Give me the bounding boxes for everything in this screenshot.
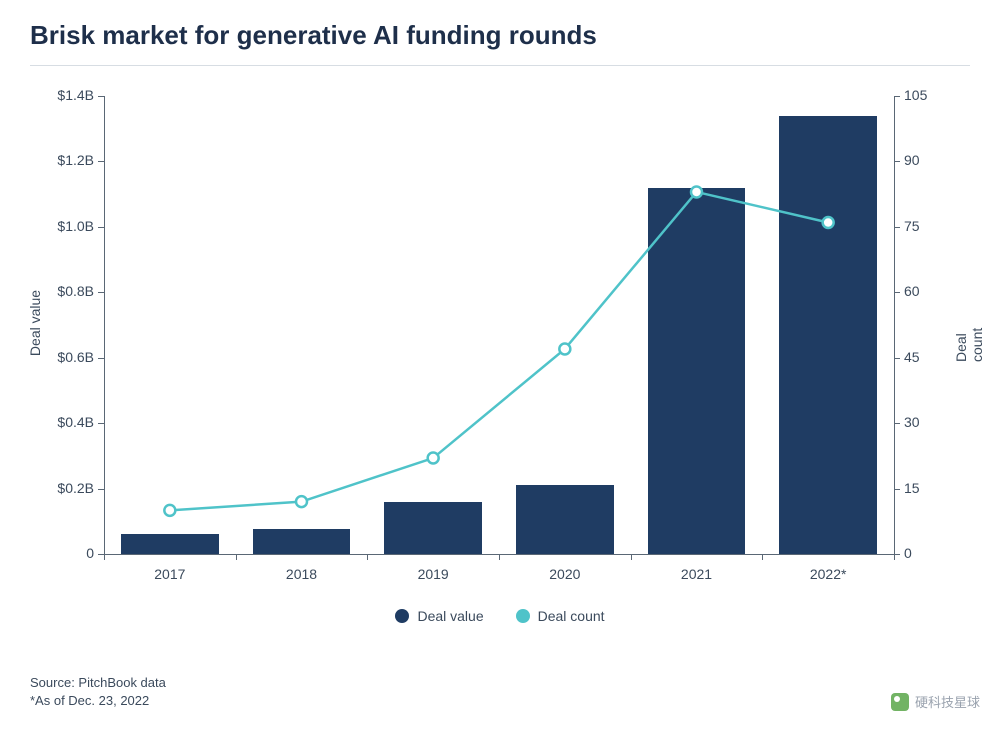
source-line: Source: PitchBook data — [30, 674, 166, 692]
axis-line — [631, 554, 632, 560]
y-tick-label: $0.6B — [57, 349, 94, 365]
y-tick-label: $1.2B — [57, 152, 94, 168]
source-line: *As of Dec. 23, 2022 — [30, 692, 166, 710]
x-tick-label: 2021 — [657, 566, 737, 582]
line-marker — [164, 505, 175, 516]
x-tick-label: 2019 — [393, 566, 473, 582]
axis-line — [762, 554, 763, 560]
axis-line — [236, 554, 237, 560]
axis-line — [104, 554, 105, 560]
legend-swatch — [395, 609, 409, 623]
legend-item: Deal count — [516, 608, 605, 624]
y2-axis-label: Deal count — [953, 300, 985, 362]
line-marker — [691, 186, 702, 197]
axis-line — [499, 554, 500, 560]
y-tick-label: $0.2B — [57, 480, 94, 496]
axis-line — [98, 292, 104, 293]
axis-line — [98, 489, 104, 490]
legend: Deal value Deal count — [0, 608, 1000, 626]
line-path — [170, 192, 828, 510]
axis-line — [367, 554, 368, 560]
legend-label: Deal count — [538, 608, 605, 624]
axis-line — [104, 96, 105, 554]
y-tick-label: $0.4B — [57, 414, 94, 430]
axis-line — [98, 96, 104, 97]
y2-tick-label: 0 — [904, 545, 912, 561]
line-marker — [559, 343, 570, 354]
axis-line — [894, 161, 900, 162]
y2-tick-label: 15 — [904, 480, 920, 496]
axis-line — [98, 161, 104, 162]
axis-line — [894, 554, 895, 560]
y2-tick-label: 60 — [904, 283, 920, 299]
y-tick-label: $1.0B — [57, 218, 94, 234]
axis-line — [894, 358, 900, 359]
y-tick-label: 0 — [86, 545, 94, 561]
y-tick-label: $1.4B — [57, 87, 94, 103]
source-note: Source: PitchBook data*As of Dec. 23, 20… — [30, 674, 166, 710]
y2-tick-label: 45 — [904, 349, 920, 365]
y2-tick-label: 75 — [904, 218, 920, 234]
axis-line — [894, 227, 900, 228]
watermark: 硬科技星球 — [891, 692, 980, 711]
wechat-icon — [891, 693, 909, 711]
legend-item: Deal value — [395, 608, 483, 624]
axis-line — [894, 292, 900, 293]
line-marker — [428, 453, 439, 464]
axis-line — [894, 489, 900, 490]
y-axis-label: Deal value — [27, 290, 43, 356]
axis-line — [98, 227, 104, 228]
x-tick-label: 2018 — [262, 566, 342, 582]
y2-tick-label: 30 — [904, 414, 920, 430]
watermark-text: 硬科技星球 — [915, 692, 980, 711]
line-marker — [296, 496, 307, 507]
line-marker — [823, 217, 834, 228]
x-tick-label: 2022* — [788, 566, 868, 582]
x-tick-label: 2020 — [525, 566, 605, 582]
plot-area — [104, 96, 894, 554]
axis-line — [894, 423, 900, 424]
axis-line — [98, 423, 104, 424]
axis-line — [98, 358, 104, 359]
legend-swatch — [516, 609, 530, 623]
y2-tick-label: 105 — [904, 87, 927, 103]
axis-line — [894, 96, 900, 97]
y-tick-label: $0.8B — [57, 283, 94, 299]
legend-label: Deal value — [417, 608, 483, 624]
line-overlay — [104, 96, 894, 554]
y2-tick-label: 90 — [904, 152, 920, 168]
axis-line — [894, 96, 895, 554]
x-tick-label: 2017 — [130, 566, 210, 582]
